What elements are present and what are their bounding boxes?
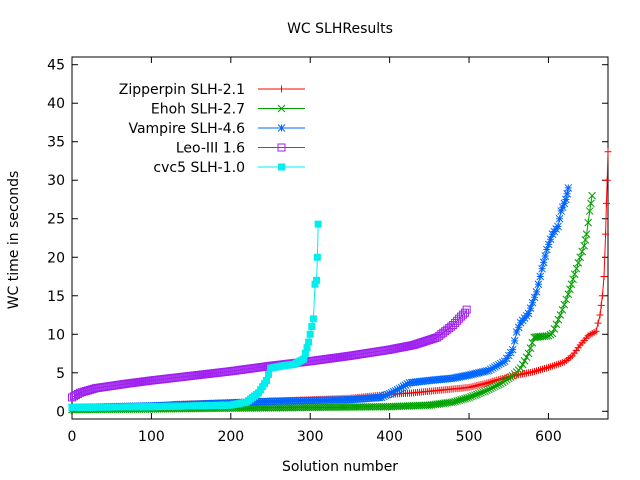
legend-label: cvc5 SLH-1.0 [153, 160, 245, 176]
plot-frame [71, 56, 609, 420]
x-tick-label: 500 [456, 429, 483, 445]
x-tick-label: 0 [68, 429, 77, 445]
legend-entry: Zipperpin SLH-2.1 [119, 82, 305, 98]
series-line [71, 151, 609, 410]
x-tick-label: 200 [217, 429, 244, 445]
legend-marker [278, 85, 285, 93]
axis-ticks: 0 100 200 300 400 500 600 0 5 10 15 20 25 30 35 40 45 [47, 57, 608, 445]
y-tick-label: 30 [47, 173, 65, 189]
legend-label: Zipperpin SLH-2.1 [119, 82, 245, 98]
series-line [71, 224, 319, 408]
x-tick-label: 100 [138, 429, 165, 445]
legend-marker [277, 143, 286, 152]
y-tick-label: 35 [47, 135, 65, 151]
series-cvc5-slh-1-0 [68, 220, 322, 411]
legend-marker [277, 104, 286, 113]
series-vampire-slh-4-6 [68, 184, 573, 412]
legend: Zipperpin SLH-2.1 Ehoh SLH-2.7 Vampire SLH… [119, 82, 305, 176]
y-axis-label: WC time in seconds [6, 171, 22, 310]
legend-label: Ehoh SLH-2.7 [151, 102, 245, 118]
legend-marker [277, 124, 286, 132]
series-ehoh-slh-2-7 [68, 191, 596, 414]
x-axis-label: Solution number [282, 459, 398, 475]
legend-marker [278, 163, 285, 171]
series-markers [68, 184, 573, 412]
y-tick-label: 40 [47, 96, 65, 112]
series-zipperpin-slh-2-1 [68, 148, 612, 413]
series-markers [68, 148, 612, 413]
legend-entry: cvc5 SLH-1.0 [153, 160, 305, 176]
x-tick-label: 600 [535, 429, 562, 445]
y-tick-label: 20 [47, 250, 65, 266]
series-markers [68, 220, 322, 411]
y-tick-label: 25 [47, 212, 65, 228]
series-layer [68, 148, 612, 414]
chart-title: WC SLHResults [287, 21, 393, 37]
legend-entry: Vampire SLH-4.6 [128, 121, 305, 137]
legend-label: Vampire SLH-4.6 [128, 121, 245, 137]
y-tick-label: 10 [47, 327, 65, 343]
x-tick-label: 300 [297, 429, 324, 445]
legend-entry: Ehoh SLH-2.7 [151, 102, 305, 118]
x-tick-label: 400 [376, 429, 403, 445]
legend-label: Leo-III 1.6 [176, 141, 245, 157]
y-tick-label: 0 [56, 404, 65, 420]
y-tick-label: 5 [56, 366, 65, 382]
legend-entry: Leo-III 1.6 [176, 141, 305, 157]
y-tick-label: 45 [47, 58, 65, 74]
y-tick-label: 15 [47, 289, 65, 305]
